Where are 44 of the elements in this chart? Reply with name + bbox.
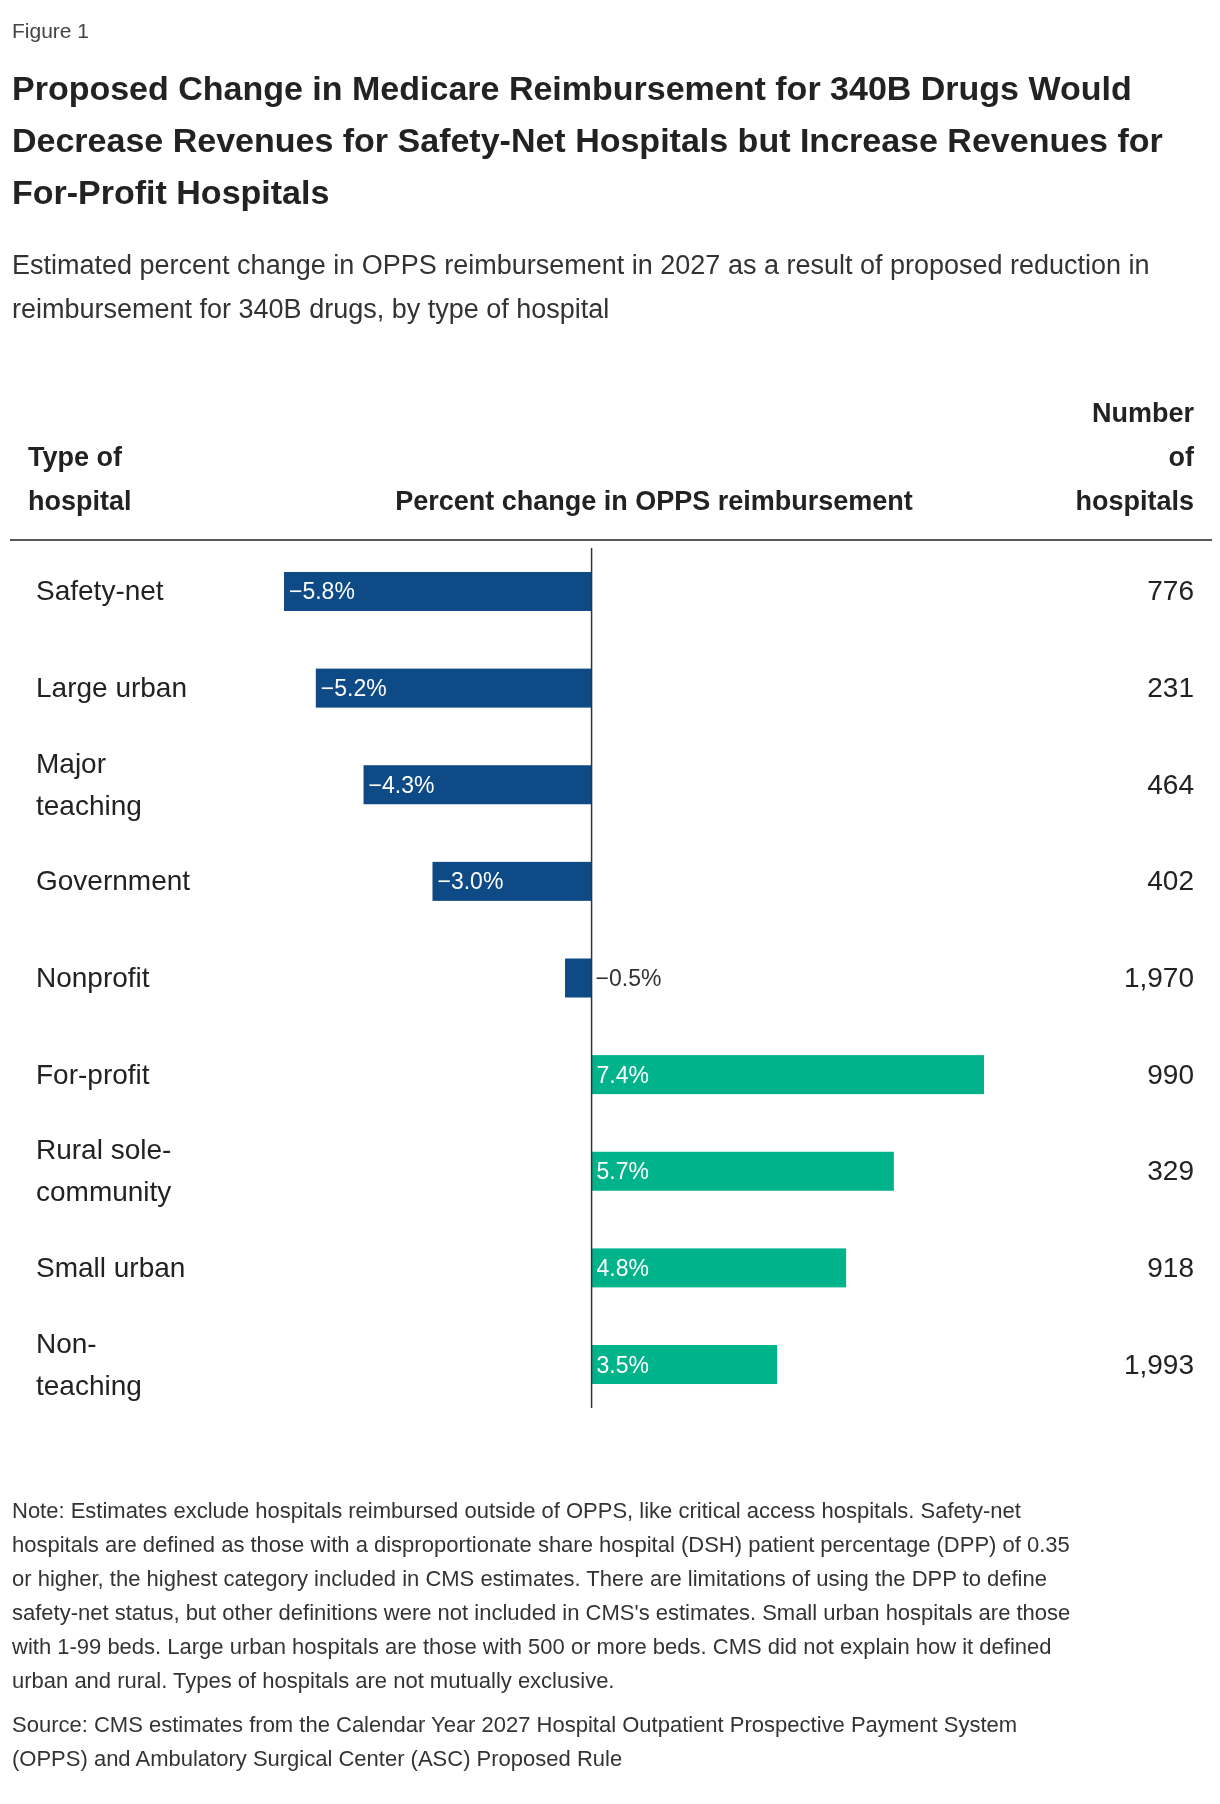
text: 918 xyxy=(1147,1251,1194,1283)
bar xyxy=(591,1248,847,1288)
bar xyxy=(565,958,592,998)
y-tick-label: Rural sole-community xyxy=(36,1134,172,1208)
y-tick-label: Non-teaching xyxy=(36,1327,142,1401)
y-tick-label: Government xyxy=(36,865,191,897)
chart-subtitle: Estimated percent change in OPPS reimbursement in 2027 as a result of proposed reduction in reimbursement for 340B drugs, by type of hospital xyxy=(12,250,1150,324)
bar xyxy=(591,1345,778,1385)
text: Number of hospitals xyxy=(1075,398,1196,516)
chart-title: Proposed Change in Medicare Reimbursement for 340B Drugs Would Decrease Revenues for Safety-Net Hospitals but Increase Revenues for For-Profit Hospitals xyxy=(12,69,1163,211)
bar xyxy=(432,861,592,901)
text: 329 xyxy=(1147,1155,1194,1187)
data-label: 7.4% xyxy=(596,1061,650,1088)
y-tick-label: Safety-net xyxy=(36,575,164,607)
text: 402 xyxy=(1147,865,1194,897)
bar xyxy=(363,765,592,805)
y-tick-label: Small urban xyxy=(36,1251,186,1283)
data-label: 4.8% xyxy=(596,1254,650,1281)
text: 231 xyxy=(1147,672,1194,704)
y-tick-label: Nonprofit xyxy=(36,962,150,993)
data-label: 5.7% xyxy=(596,1158,650,1185)
data-label: −3.0% xyxy=(437,868,504,895)
text: 1,970 xyxy=(1123,962,1194,993)
bar xyxy=(591,1151,894,1191)
data-label: −5.2% xyxy=(320,675,387,702)
text: 776 xyxy=(1147,575,1194,607)
bar xyxy=(315,668,592,708)
text: 990 xyxy=(1147,1058,1194,1090)
bar xyxy=(284,571,592,611)
text: 464 xyxy=(1147,768,1194,800)
y-tick-label: Large urban xyxy=(36,672,188,704)
y-tick-label: For-profit xyxy=(36,1058,150,1090)
caption: Figure 1 xyxy=(12,19,90,42)
source-note: Source: CMS estimates from the Calendar Year 2027 Hospital Outpatient Prospective Payment System (OPPS) and Ambulatory Surgical Center (ASC) Proposed Rule xyxy=(12,1712,1018,1771)
data-label: −4.3% xyxy=(368,771,435,798)
data-label: −5.8% xyxy=(289,578,355,605)
x-axis-title: Percent change in OPPS reimbursement xyxy=(395,486,913,516)
bar xyxy=(591,1055,984,1095)
text: Note: Estimates exclude hospitals reimbursed outside of OPPS, like critical access hospitals. Safety-net hospitals are defined as those with a disproportionate share hospital (DSH) patient percentage (DPP) of 0.35 or higher, the highest category included in CMS estimates. There are limitations of using the DPP to define safety-net status, but other definitions were not included in CMS's estimates. Small urban hospitals are those with 1-99 beds. Large urban hospitals are those with 500 or more beds. CMS did not explain how it defined urban and rural. Types of hospitals are not mutually exclusive. xyxy=(11,1498,1071,1693)
text: 1,993 xyxy=(1123,1348,1194,1380)
data-label: 3.5% xyxy=(596,1351,650,1378)
y-axis-title: Type of hospital xyxy=(28,442,132,516)
y-tick-label: Major teaching xyxy=(36,747,142,821)
data-label: −0.5% xyxy=(595,965,662,991)
